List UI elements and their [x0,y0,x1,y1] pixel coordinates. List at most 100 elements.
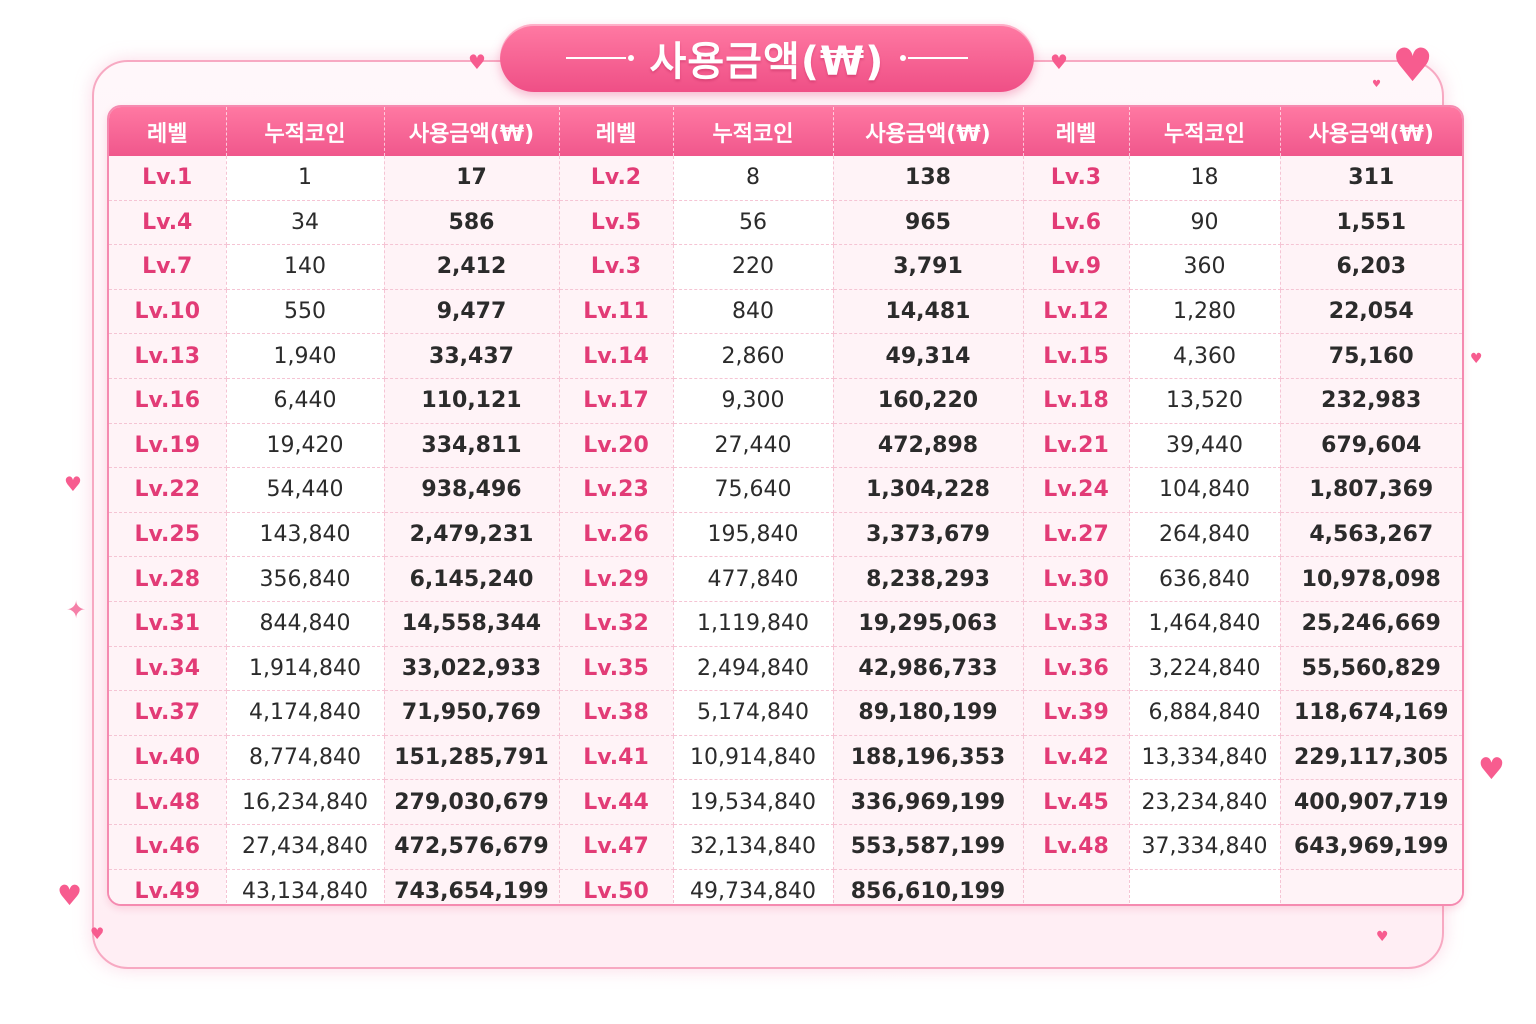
table-row: Lv.49 43,134,840 743,654,199 Lv.50 49,734,84… [109,869,1462,904]
header-coin: 누적코인 [673,107,834,156]
coin-cell: 636,840 [1129,556,1281,602]
amount-cell: 6,145,240 [384,556,560,602]
amount-cell: 229,117,305 [1280,735,1462,781]
coin-cell: 4,360 [1129,333,1281,379]
heart-icon: ♥ [1376,929,1389,945]
level-cell: Lv.48 [1023,824,1130,870]
coin-cell: 2,860 [673,333,834,379]
table-row: Lv.40 8,774,840 151,285,791 Lv.41 10,914,840… [109,735,1462,781]
level-cell: Lv.39 [1023,690,1130,736]
coin-cell: 54,440 [226,467,385,513]
coin-cell [1129,869,1281,904]
page-title: 사용금액(₩) [649,39,885,85]
coin-cell: 1,280 [1129,289,1281,335]
table-row: Lv.48 16,234,840 279,030,679 Lv.44 19,534,84… [109,779,1462,825]
coin-cell: 220 [673,244,834,290]
amount-cell: 1,551 [1280,200,1462,246]
table-row: Lv.7 140 2,412 Lv.3 220 3,791 Lv.9 360 6,203 [109,244,1462,290]
amount-cell: 553,587,199 [833,824,1024,870]
level-cell: Lv.14 [559,333,674,379]
coin-cell: 27,434,840 [226,824,385,870]
table-row: Lv.1 1 17 Lv.2 8 138 Lv.3 18 311 [109,156,1462,201]
amount-cell: 334,811 [384,423,560,469]
table-row: Lv.10 550 9,477 Lv.11 840 14,481 Lv.12 1,280 22,… [109,289,1462,335]
coin-cell: 39,440 [1129,423,1281,469]
amount-cell: 856,610,199 [833,869,1024,904]
heart-icon: ♥ [57,879,83,912]
amount-cell: 643,969,199 [1280,824,1462,870]
amount-cell: 2,479,231 [384,512,560,558]
amount-cell: 2,412 [384,244,560,290]
heart-icon: ♥ [1478,752,1505,787]
level-cell: Lv.9 [1023,244,1130,290]
coin-cell: 550 [226,289,385,335]
amount-cell: 188,196,353 [833,735,1024,781]
amount-cell: 138 [833,156,1024,201]
level-cell: Lv.6 [1023,200,1130,246]
table-body: Lv.1 1 17 Lv.2 8 138 Lv.3 18 311 Lv.4 34 586 Lv.5 56 9… [109,156,1462,904]
header-amount: 사용금액(₩) [384,107,560,156]
coin-cell: 23,234,840 [1129,779,1281,825]
level-cell: Lv.3 [1023,156,1130,201]
coin-cell: 27,440 [673,423,834,469]
level-cell: Lv.20 [559,423,674,469]
coin-cell: 10,914,840 [673,735,834,781]
header-level: 레벨 [559,107,674,156]
coin-cell: 1,119,840 [673,601,834,647]
coin-cell: 4,174,840 [226,690,385,736]
coin-cell: 143,840 [226,512,385,558]
amount-cell: 33,437 [384,333,560,379]
amount-cell: 1,304,228 [833,467,1024,513]
coin-cell: 140 [226,244,385,290]
title-banner: 사용금액(₩) [500,24,1034,92]
header-coin: 누적코인 [1129,107,1281,156]
heart-icon: ♥ [1392,38,1434,92]
amount-cell: 25,246,669 [1280,601,1462,647]
amount-cell: 3,791 [833,244,1024,290]
coin-cell: 1 [226,156,385,201]
level-cell: Lv.11 [559,289,674,335]
coin-cell: 13,334,840 [1129,735,1281,781]
coin-cell: 195,840 [673,512,834,558]
level-cell: Lv.47 [559,824,674,870]
coin-cell: 43,134,840 [226,869,385,904]
level-cell: Lv.17 [559,378,674,424]
coin-cell: 477,840 [673,556,834,602]
coin-cell: 840 [673,289,834,335]
header-amount: 사용금액(₩) [833,107,1024,156]
heart-icon: ♥ [1372,79,1381,90]
coin-cell: 6,884,840 [1129,690,1281,736]
amount-cell: 151,285,791 [384,735,560,781]
level-cell: Lv.1 [109,156,227,201]
coin-cell: 360 [1129,244,1281,290]
amount-cell: 279,030,679 [384,779,560,825]
level-cell: Lv.45 [1023,779,1130,825]
level-cell: Lv.2 [559,156,674,201]
table-row: Lv.22 54,440 938,496 Lv.23 75,640 1,304,228 Lv… [109,467,1462,513]
coin-cell: 5,174,840 [673,690,834,736]
amount-cell: 10,978,098 [1280,556,1462,602]
level-cell: Lv.46 [109,824,227,870]
coin-cell: 32,134,840 [673,824,834,870]
amount-cell: 160,220 [833,378,1024,424]
level-cell: Lv.23 [559,467,674,513]
level-cell: Lv.41 [559,735,674,781]
title-line-right [900,55,969,61]
amount-cell: 14,558,344 [384,601,560,647]
amount-cell: 679,604 [1280,423,1462,469]
coin-cell: 37,334,840 [1129,824,1281,870]
amount-cell: 965 [833,200,1024,246]
level-cell: Lv.37 [109,690,227,736]
level-cell: Lv.25 [109,512,227,558]
amount-cell: 55,560,829 [1280,646,1462,692]
table-row: Lv.34 1,914,840 33,022,933 Lv.35 2,494,840 42… [109,646,1462,692]
amount-cell: 19,295,063 [833,601,1024,647]
amount-cell: 49,314 [833,333,1024,379]
level-cell: Lv.40 [109,735,227,781]
level-cell: Lv.16 [109,378,227,424]
sparkle-icon: ✦ [66,596,87,624]
amount-cell: 336,969,199 [833,779,1024,825]
amount-cell: 400,907,719 [1280,779,1462,825]
amount-cell: 42,986,733 [833,646,1024,692]
amount-cell: 33,022,933 [384,646,560,692]
